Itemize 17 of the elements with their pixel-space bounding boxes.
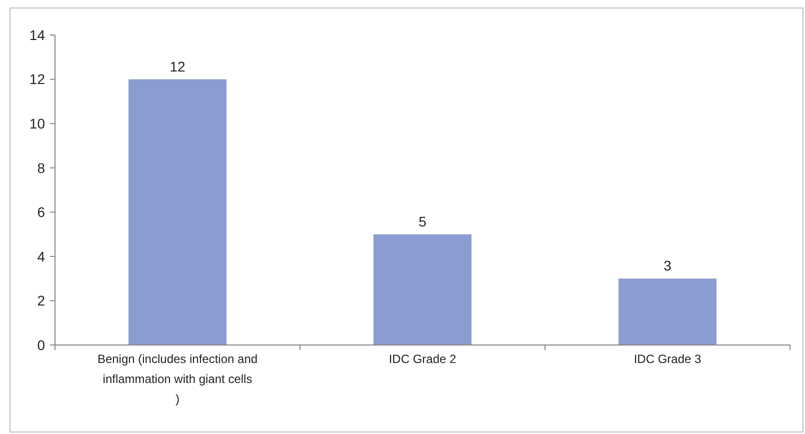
x-tick-label: IDC Grade 3 — [634, 352, 702, 366]
x-tick-label: Benign (includes infection and inflammation with giant cells ) — [97, 352, 258, 406]
y-tick-label: 6 — [37, 204, 46, 220]
bar — [128, 79, 226, 345]
bar — [618, 278, 716, 345]
y-tick-label: 0 — [37, 336, 46, 353]
data-label: 5 — [418, 213, 427, 230]
y-tick-label: 14 — [29, 26, 46, 43]
y-tick-label: 2 — [37, 292, 46, 309]
y-tick-label: 12 — [29, 71, 46, 88]
bar — [374, 234, 472, 345]
y-tick-label: 4 — [37, 248, 46, 264]
data-label: 12 — [170, 58, 186, 74]
x-tick-label: IDC Grade 2 — [388, 352, 457, 366]
y-tick-label: 10 — [29, 115, 46, 132]
data-label: 3 — [664, 258, 672, 274]
y-tick-label: 8 — [37, 160, 46, 176]
